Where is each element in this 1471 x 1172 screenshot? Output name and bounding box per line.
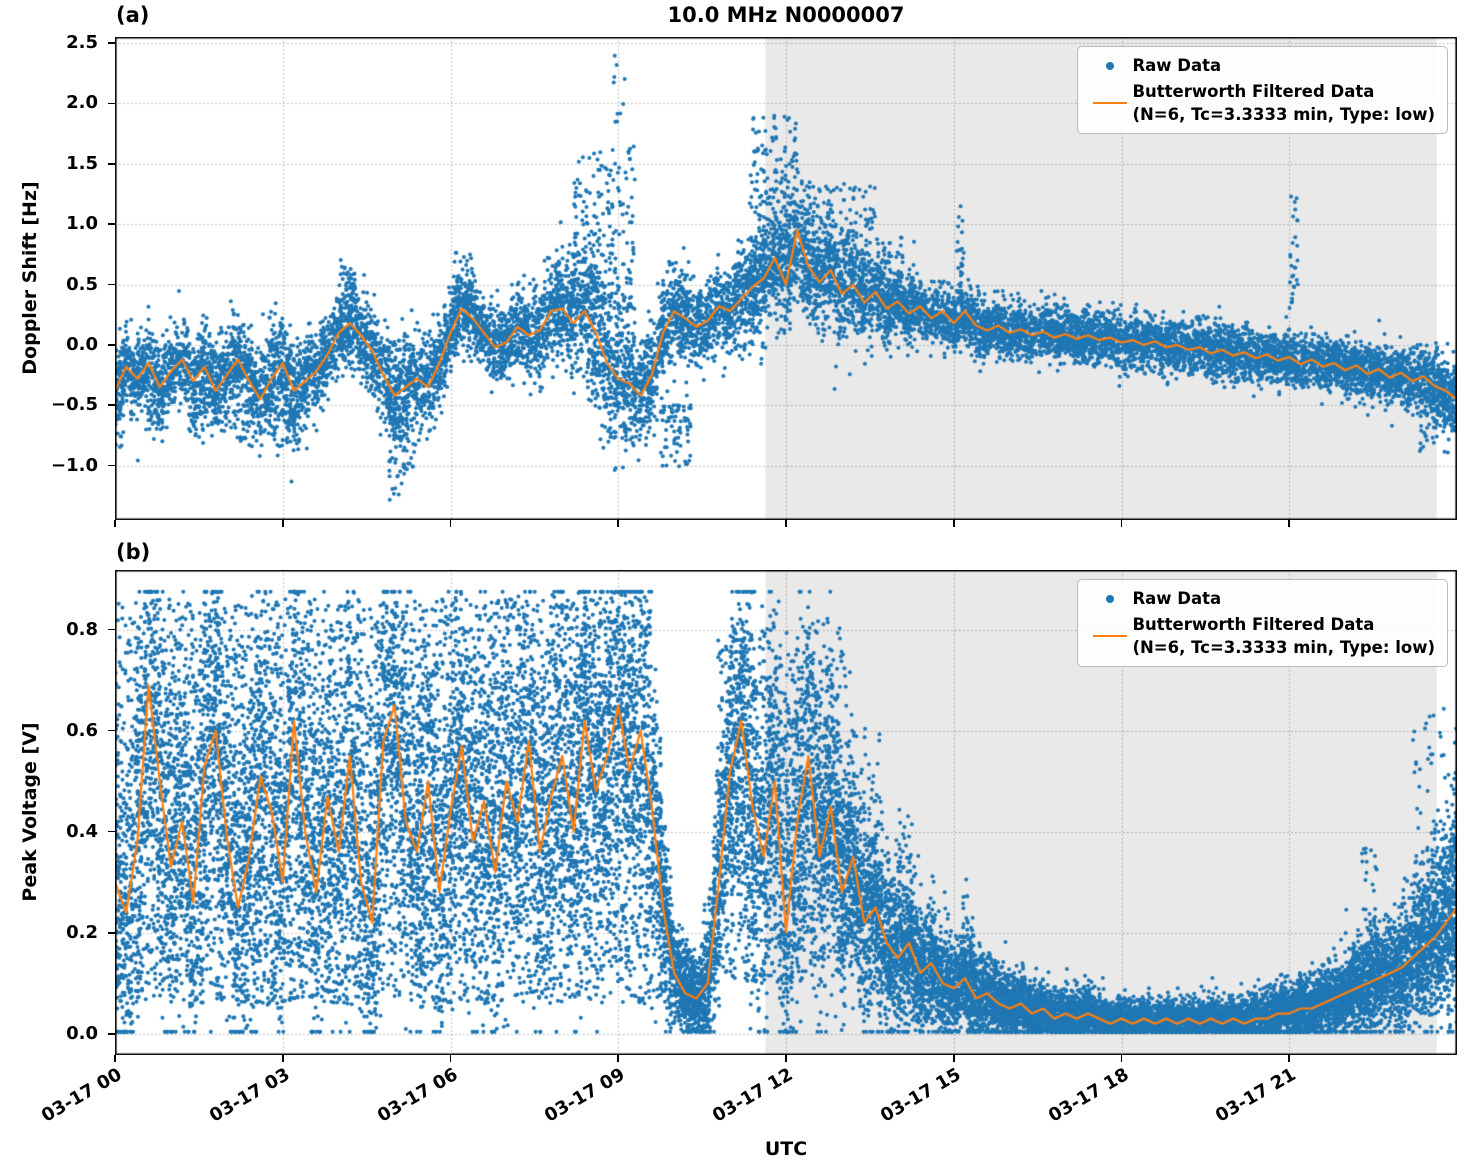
legend-filtered-sublabel: (N=6, Tc=3.3333 min, Type: low) xyxy=(1132,638,1435,657)
panel-b-plot-area: Raw Data Butterworth Filtered Data (N=6,… xyxy=(115,570,1457,1055)
x-tick-mark xyxy=(1120,520,1123,527)
panel-a-plot-area: Raw Data Butterworth Filtered Data (N=6,… xyxy=(115,37,1457,520)
x-tick-mark xyxy=(281,520,284,527)
legend-filtered-label: Butterworth Filtered Data xyxy=(1132,615,1375,634)
y-tick-label: 0.6 xyxy=(66,719,98,741)
y-tick-mark xyxy=(108,830,115,833)
panel-a-legend: Raw Data Butterworth Filtered Data (N=6,… xyxy=(1077,46,1448,134)
y-tick-mark xyxy=(108,1032,115,1035)
x-tick-mark xyxy=(449,520,452,527)
x-tick-mark xyxy=(785,1055,787,1062)
y-tick-mark xyxy=(108,223,115,225)
y-tick-label: 1.0 xyxy=(66,213,98,235)
panel-b-legend: Raw Data Butterworth Filtered Data (N=6,… xyxy=(1077,579,1448,667)
x-tick-mark xyxy=(617,1055,620,1062)
legend-entry-filtered: Butterworth Filtered Data (N=6, Tc=3.333… xyxy=(1088,80,1435,126)
legend-filtered-sublabel: (N=6, Tc=3.3333 min, Type: low) xyxy=(1132,105,1435,124)
raw-data-dot-icon xyxy=(1106,594,1115,603)
y-tick-mark xyxy=(108,42,115,44)
filtered-line-icon xyxy=(1093,635,1128,637)
x-tick-mark xyxy=(114,1055,116,1062)
y-tick-mark xyxy=(108,162,115,165)
y-tick-label: 0.0 xyxy=(66,1022,98,1044)
y-tick-label: 0.0 xyxy=(66,333,98,355)
x-tick-mark xyxy=(952,1055,955,1062)
y-tick-label: 1.5 xyxy=(66,152,98,174)
x-tick-mark xyxy=(281,1055,284,1062)
y-tick-label: −1.0 xyxy=(51,454,98,476)
panel-b-label: (b) xyxy=(116,540,151,564)
y-tick-label: 0.8 xyxy=(66,618,98,640)
x-tick-mark xyxy=(1288,520,1291,527)
y-tick-mark xyxy=(108,404,115,407)
x-axis-label: UTC xyxy=(764,1138,808,1160)
x-tick-label: 03-17 00 xyxy=(38,1064,126,1127)
legend-entry-filtered: Butterworth Filtered Data (N=6, Tc=3.333… xyxy=(1088,613,1435,659)
y-tick-mark xyxy=(108,729,115,732)
y-tick-mark xyxy=(108,344,115,346)
panel-b-y-axis-label: Peak Voltage [V] xyxy=(19,722,41,902)
y-tick-label: −0.5 xyxy=(51,394,98,416)
legend-entry-raw: Raw Data xyxy=(1088,587,1435,610)
raw-data-dot-icon xyxy=(1106,61,1115,70)
x-tick-mark xyxy=(785,520,787,527)
y-tick-label: 0.4 xyxy=(66,820,98,842)
y-tick-mark xyxy=(108,931,115,934)
y-tick-mark xyxy=(108,628,115,631)
x-tick-mark xyxy=(449,1055,452,1062)
x-tick-mark xyxy=(1288,1055,1291,1062)
legend-entry-raw: Raw Data xyxy=(1088,54,1435,77)
legend-raw-data-label: Raw Data xyxy=(1132,56,1222,75)
y-tick-label: 2.5 xyxy=(66,32,98,54)
x-tick-mark xyxy=(1120,1055,1123,1062)
figure-title: 10.0 MHz N0000007 xyxy=(667,3,905,27)
y-tick-label: 0.2 xyxy=(66,921,98,943)
x-tick-mark xyxy=(114,520,116,527)
legend-filtered-label: Butterworth Filtered Data xyxy=(1132,82,1375,101)
panel-a-label: (a) xyxy=(116,3,150,27)
x-tick-mark xyxy=(617,520,620,527)
y-tick-mark xyxy=(108,102,115,105)
legend-raw-data-label: Raw Data xyxy=(1132,589,1222,608)
y-tick-mark xyxy=(108,283,115,286)
filtered-line-icon xyxy=(1093,102,1128,104)
y-tick-label: 2.0 xyxy=(66,92,98,114)
x-tick-mark xyxy=(952,520,955,527)
y-tick-label: 0.5 xyxy=(66,273,98,295)
y-tick-mark xyxy=(108,464,115,467)
